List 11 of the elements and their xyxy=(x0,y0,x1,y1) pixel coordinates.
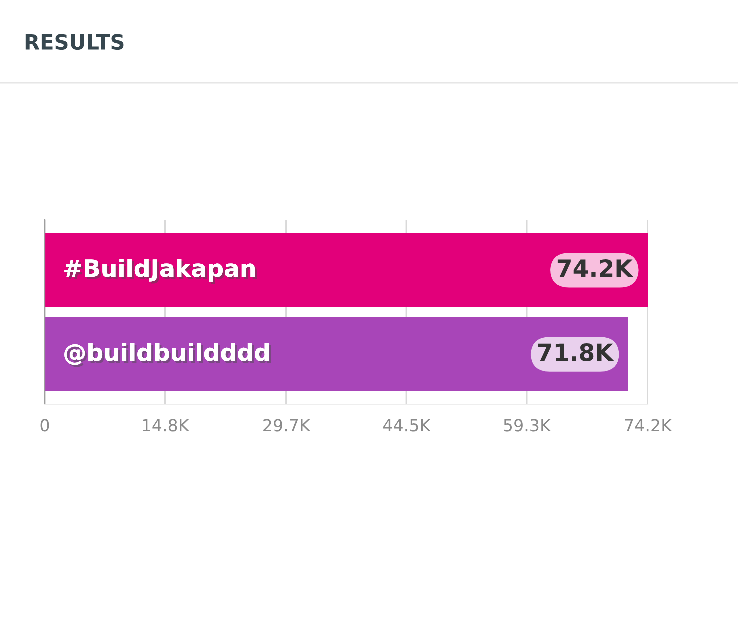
y-tick-label: @buildbuildddd xyxy=(64,343,272,368)
x-tick-label: 59.3K xyxy=(504,419,552,432)
x-tick-label: 74.2K xyxy=(625,419,672,432)
x-tick-label: 44.5K xyxy=(383,419,432,432)
y-tick-label: #BuildJakapan xyxy=(64,259,257,284)
x-tick-label: 29.7K xyxy=(264,419,311,432)
chart-title: RESULTS xyxy=(26,34,124,50)
data-label: 71.8K xyxy=(538,344,614,362)
data-label: 74.2K xyxy=(558,259,634,277)
x-tick-label: 0 xyxy=(40,419,50,432)
x-tick-label: 14.8K xyxy=(143,419,190,432)
